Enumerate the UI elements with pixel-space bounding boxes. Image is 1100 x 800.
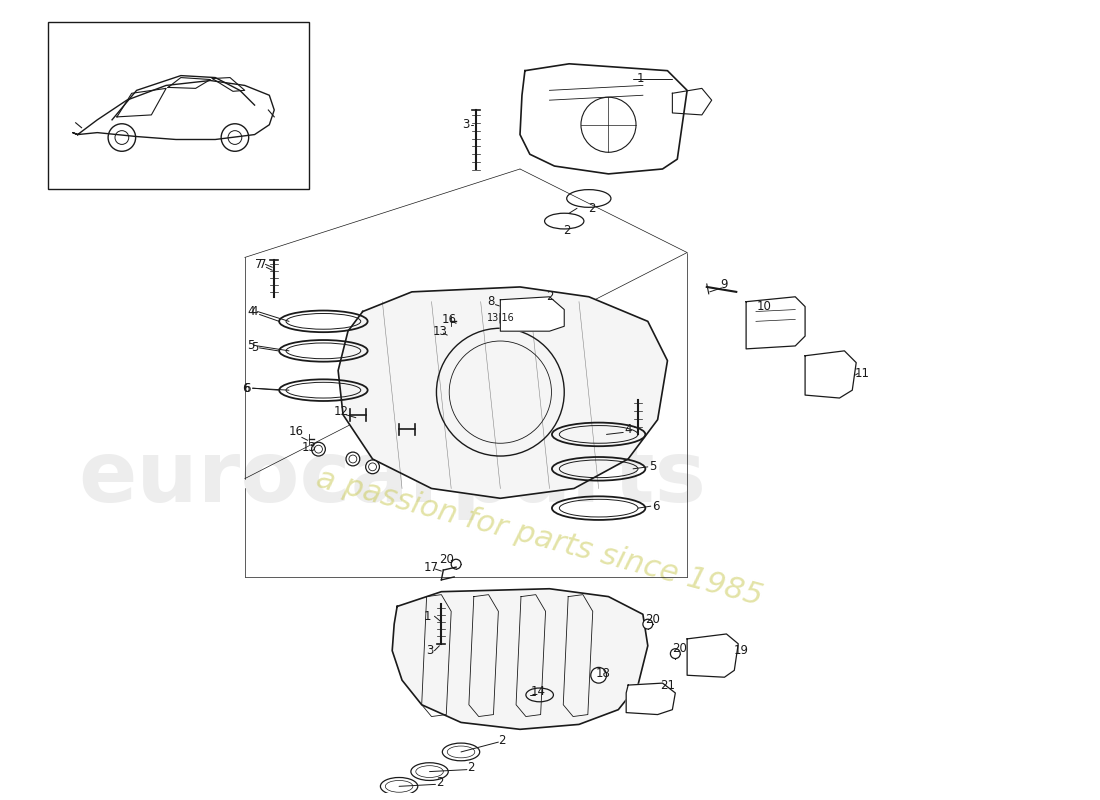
Text: 20: 20 xyxy=(439,553,453,566)
Text: 8: 8 xyxy=(487,295,494,308)
Polygon shape xyxy=(520,64,688,174)
Polygon shape xyxy=(746,297,805,349)
Text: 19: 19 xyxy=(734,644,749,657)
Polygon shape xyxy=(626,683,675,714)
Text: eurocarparts: eurocarparts xyxy=(78,437,706,520)
Circle shape xyxy=(642,619,652,629)
Polygon shape xyxy=(672,88,712,115)
Circle shape xyxy=(670,649,680,658)
Text: 14: 14 xyxy=(530,686,546,698)
Text: 13|16: 13|16 xyxy=(486,312,514,322)
Polygon shape xyxy=(393,589,648,730)
Polygon shape xyxy=(805,351,856,398)
Text: 2: 2 xyxy=(436,776,443,789)
Text: 1: 1 xyxy=(424,610,431,622)
Polygon shape xyxy=(688,634,738,678)
Text: 2: 2 xyxy=(546,290,553,303)
Text: 2: 2 xyxy=(588,202,595,215)
Text: 7: 7 xyxy=(258,258,266,271)
Text: 18: 18 xyxy=(596,666,611,680)
Bar xyxy=(48,22,309,189)
Text: 7: 7 xyxy=(255,258,263,271)
Text: 5: 5 xyxy=(248,339,254,353)
Polygon shape xyxy=(500,297,564,331)
Text: 17: 17 xyxy=(424,561,439,574)
Text: 5: 5 xyxy=(251,342,258,354)
Text: 21: 21 xyxy=(660,678,675,691)
Text: 9: 9 xyxy=(720,278,728,291)
Text: a passion for parts since 1985: a passion for parts since 1985 xyxy=(314,464,766,611)
Text: 3: 3 xyxy=(426,644,433,657)
Text: 6: 6 xyxy=(243,382,251,394)
Text: 13: 13 xyxy=(301,441,316,454)
Circle shape xyxy=(346,452,360,466)
Text: 1: 1 xyxy=(636,72,644,85)
Text: 6: 6 xyxy=(652,500,659,513)
Text: 4: 4 xyxy=(248,305,254,318)
Text: 20: 20 xyxy=(672,642,686,655)
Text: 11: 11 xyxy=(855,367,870,380)
Text: 6: 6 xyxy=(242,382,250,394)
Text: 20: 20 xyxy=(646,613,660,626)
Text: 10: 10 xyxy=(757,300,771,313)
Text: 3: 3 xyxy=(462,118,470,131)
Circle shape xyxy=(365,460,380,474)
Text: 2: 2 xyxy=(563,225,571,238)
Text: 5: 5 xyxy=(649,460,657,474)
Text: 4: 4 xyxy=(251,305,258,318)
Circle shape xyxy=(311,442,326,456)
Polygon shape xyxy=(338,287,668,498)
Text: 2: 2 xyxy=(468,761,474,774)
Text: 12: 12 xyxy=(333,406,349,418)
Text: 16: 16 xyxy=(442,313,456,326)
Text: 13: 13 xyxy=(433,325,448,338)
Text: 4: 4 xyxy=(625,423,631,436)
Circle shape xyxy=(451,559,461,569)
Text: 2: 2 xyxy=(498,734,506,746)
Circle shape xyxy=(591,667,606,683)
Text: 16: 16 xyxy=(288,425,304,438)
